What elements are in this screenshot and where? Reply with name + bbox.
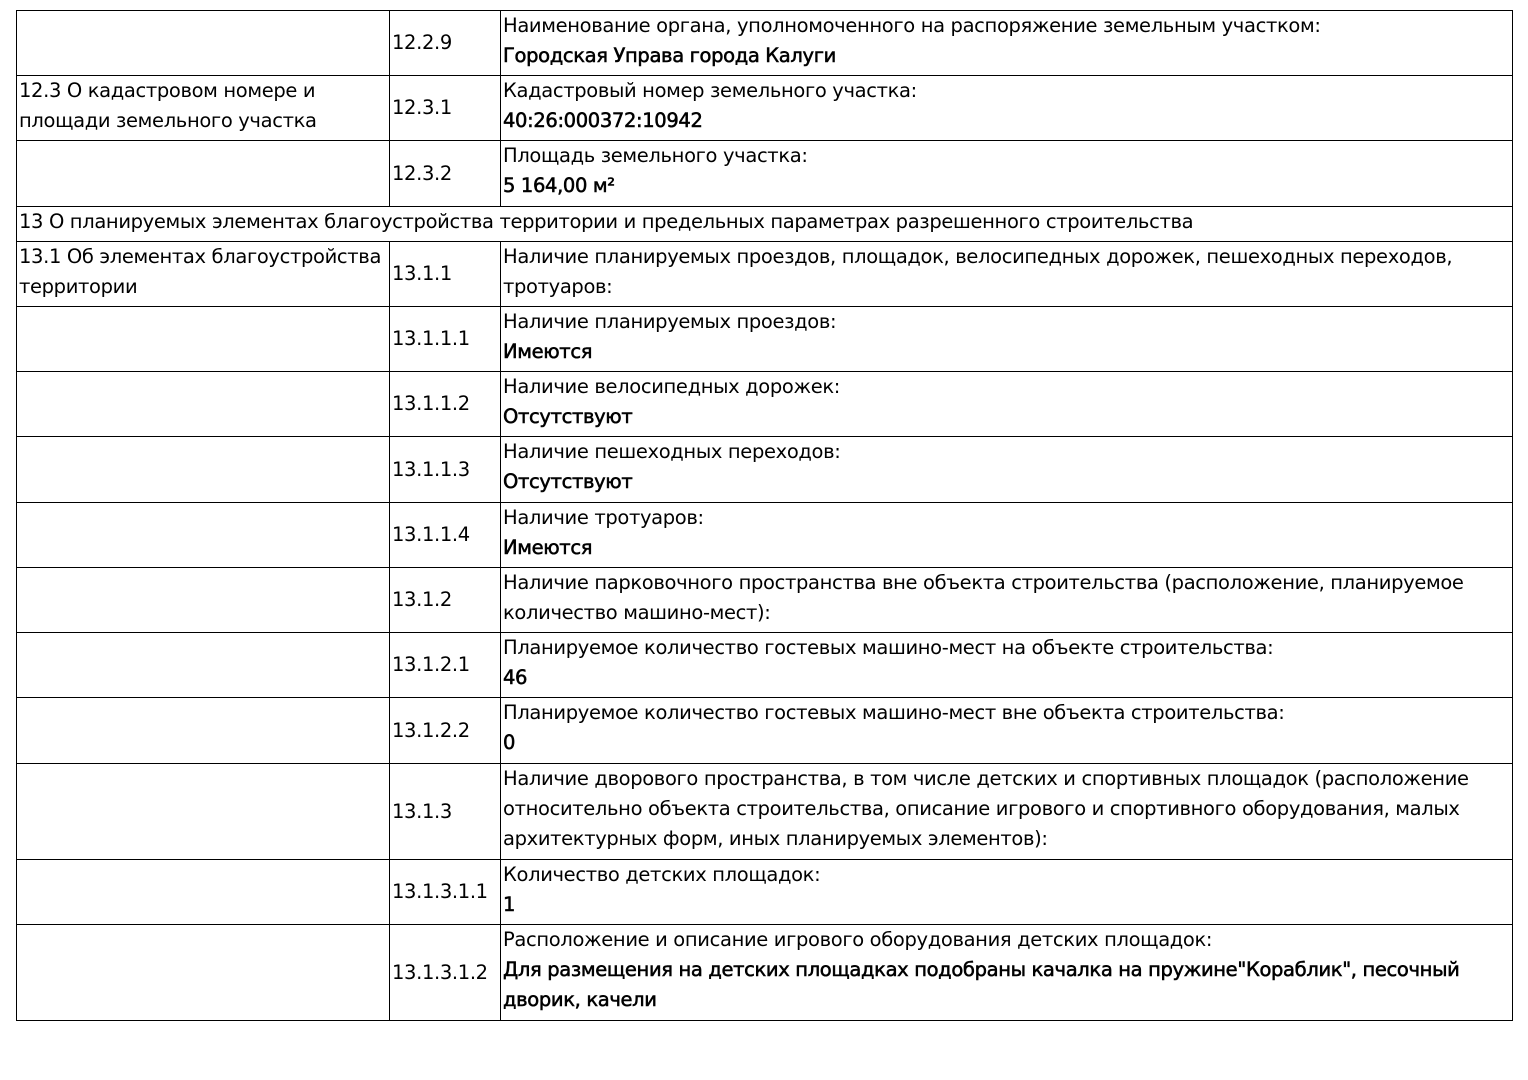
table-row: 12.3.2 Площадь земельного участка: 5 164,0…	[16, 140, 1513, 207]
item-label: Кадастровый номер земельного участка:	[503, 79, 917, 102]
item-value: Отсутствуют	[503, 405, 633, 429]
item-cell: Расположение и описание игрового оборудо…	[500, 924, 1513, 1021]
section-cell	[16, 697, 390, 764]
item-label: Площадь земельного участка:	[503, 144, 808, 167]
item-cell: Планируемое количество гостевых машино-м…	[500, 697, 1513, 764]
section-cell	[16, 632, 390, 698]
item-label: Наличие парковочного пространства вне об…	[503, 571, 1464, 624]
land-plot-info-table: 12.2.9 Наименование органа, уполномоченно…	[16, 10, 1513, 1021]
item-code: 13.1.1.1	[389, 306, 501, 372]
item-code: 13.1.3	[389, 763, 501, 860]
item-value: Для размещения на детских площадках подо…	[503, 958, 1460, 1012]
section-cell: 12.3 О кадастровом номере и площади земе…	[16, 75, 390, 141]
item-code: 12.2.9	[389, 10, 501, 76]
item-value: 5 164,00 м²	[503, 174, 616, 198]
item-code: 13.1.2	[389, 567, 501, 633]
item-value: 46	[503, 666, 528, 690]
item-value: 0	[503, 731, 516, 755]
table-row: 13.1.3.1.1 Количество детских площадок: 1	[16, 859, 1513, 925]
item-label: Планируемое количество гостевых машино-м…	[503, 636, 1274, 659]
item-cell: Наличие пешеходных переходов: Отсутствуют	[500, 436, 1513, 503]
section-cell	[16, 306, 390, 372]
item-label: Количество детских площадок:	[503, 863, 821, 886]
section-cell	[16, 859, 390, 925]
item-code: 13.1.2.2	[389, 697, 501, 764]
item-cell: Наличие планируемых проездов: Имеются	[500, 306, 1513, 372]
item-value: Имеются	[503, 340, 593, 364]
item-code: 13.1.1	[389, 241, 501, 307]
item-label: Наличие планируемых проездов, площадок, …	[503, 245, 1453, 298]
item-label: Наличие планируемых проездов:	[503, 310, 837, 333]
item-code: 13.1.3.1.1	[389, 859, 501, 925]
item-cell: Кадастровый номер земельного участка: 40:…	[500, 75, 1513, 141]
section-cell	[16, 371, 390, 437]
table-row: 13.1.2.1 Планируемое количество гостевых …	[16, 632, 1513, 698]
table-row: 13.1.1.3 Наличие пешеходных переходов: Отс…	[16, 436, 1513, 503]
item-code: 13.1.3.1.2	[389, 924, 501, 1021]
item-cell: Наличие велосипедных дорожек: Отсутствуют	[500, 371, 1513, 437]
section-cell	[16, 436, 390, 503]
item-value: Городская Управа города Калуги	[503, 44, 837, 68]
table-row: 13.1.2 Наличие парковочного пространства …	[16, 567, 1513, 633]
section-cell	[16, 924, 390, 1021]
item-code: 13.1.1.4	[389, 502, 501, 568]
item-label: Расположение и описание игрового оборудо…	[503, 928, 1213, 951]
item-code: 13.1.1.3	[389, 436, 501, 503]
item-label: Наличие велосипедных дорожек:	[503, 375, 841, 398]
item-code: 12.3.2	[389, 140, 501, 207]
table-row: 13.1 Об элементах благоустройства террит…	[16, 241, 1513, 307]
section-cell	[16, 567, 390, 633]
item-label: Наличие пешеходных переходов:	[503, 440, 841, 463]
item-cell: Наличие планируемых проездов, площадок, …	[500, 241, 1513, 307]
item-label: Наличие дворового пространства, в том чи…	[503, 767, 1469, 850]
item-label: Наличие тротуаров:	[503, 506, 704, 529]
item-label: Наименование органа, уполномоченного на …	[503, 14, 1321, 37]
item-cell: Планируемое количество гостевых машино-м…	[500, 632, 1513, 698]
item-code: 12.3.1	[389, 75, 501, 141]
section-title: 13 О планируемых элементах благоустройст…	[16, 206, 1513, 242]
table-row: 13.1.1.2 Наличие велосипедных дорожек: Отс…	[16, 371, 1513, 437]
section-header-row: 13 О планируемых элементах благоустройст…	[16, 206, 1513, 242]
item-value: Отсутствуют	[503, 470, 633, 494]
section-cell	[16, 10, 390, 76]
item-label: Планируемое количество гостевых машино-м…	[503, 701, 1285, 724]
item-cell: Наличие тротуаров: Имеются	[500, 502, 1513, 568]
item-value: Имеются	[503, 536, 593, 560]
table-row: 13.1.3.1.2 Расположение и описание игрово…	[16, 924, 1513, 1021]
table-row: 13.1.2.2 Планируемое количество гостевых …	[16, 697, 1513, 764]
item-value: 1	[503, 893, 516, 917]
item-cell: Наличие дворового пространства, в том чи…	[500, 763, 1513, 860]
table-row: 12.3 О кадастровом номере и площади земе…	[16, 75, 1513, 141]
section-cell	[16, 763, 390, 860]
table-row: 13.1.1.1 Наличие планируемых проездов: Име…	[16, 306, 1513, 372]
item-cell: Площадь земельного участка: 5 164,00 м²	[500, 140, 1513, 207]
item-value: 40:26:000372:10942	[503, 109, 703, 133]
item-code: 13.1.2.1	[389, 632, 501, 698]
table-row: 13.1.1.4 Наличие тротуаров: Имеются	[16, 502, 1513, 568]
table-row: 12.2.9 Наименование органа, уполномоченно…	[16, 10, 1513, 76]
item-cell: Количество детских площадок: 1	[500, 859, 1513, 925]
item-cell: Наличие парковочного пространства вне об…	[500, 567, 1513, 633]
section-cell: 13.1 Об элементах благоустройства террит…	[16, 241, 390, 307]
table-row: 13.1.3 Наличие дворового пространства, в …	[16, 763, 1513, 860]
item-code: 13.1.1.2	[389, 371, 501, 437]
item-cell: Наименование органа, уполномоченного на …	[500, 10, 1513, 76]
section-cell	[16, 502, 390, 568]
section-cell	[16, 140, 390, 207]
